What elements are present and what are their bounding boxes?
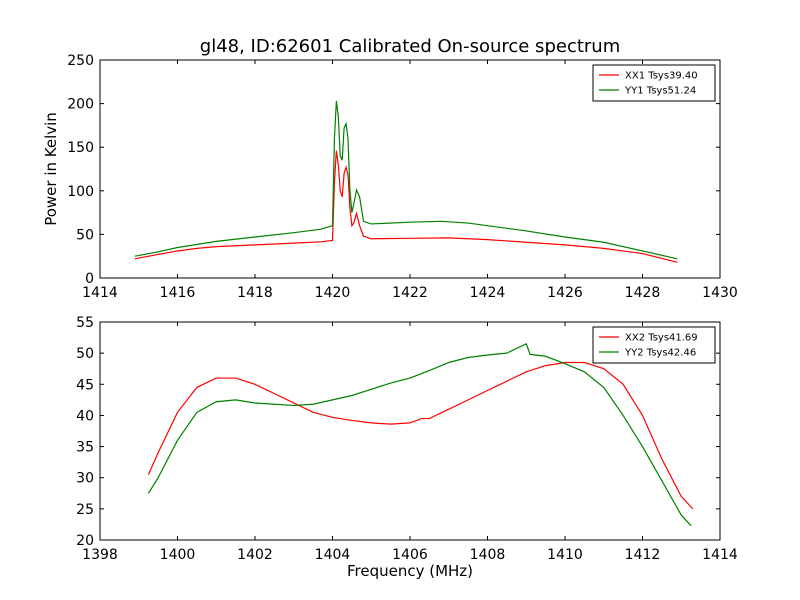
y-tick-label: 35 bbox=[76, 440, 94, 456]
x-tick-label: 1414 bbox=[702, 547, 738, 563]
x-tick-label: 1404 bbox=[315, 547, 351, 563]
x-axis-label: Frequency (MHz) bbox=[347, 562, 473, 580]
x-tick-label: 1402 bbox=[237, 547, 273, 563]
x-tick-label: 1418 bbox=[237, 285, 273, 301]
x-tick-label: 1400 bbox=[160, 547, 196, 563]
panel-1: 1414 1416 1418 1420 1422 1424 1426 1428 1430 0 50 1… bbox=[67, 53, 738, 301]
x-tick-label: 1428 bbox=[625, 285, 661, 301]
y-tick-label: 150 bbox=[67, 140, 94, 156]
x-tick-label: 1416 bbox=[160, 285, 196, 301]
x-tick-label: 1414 bbox=[82, 285, 118, 301]
x-tick-label: 1406 bbox=[392, 547, 428, 563]
legend: XX2 Tsys41.69 YY2 Tsys42.46 bbox=[592, 326, 716, 364]
legend-box bbox=[592, 326, 716, 364]
y-tick-label: 50 bbox=[76, 346, 94, 362]
x-tick-label: 1412 bbox=[625, 547, 661, 563]
legend-label: YY1 Tsys51.24 bbox=[624, 86, 696, 97]
legend-box bbox=[592, 64, 716, 102]
series-line-1-2 bbox=[134, 100, 678, 260]
y-tick-label: 25 bbox=[76, 502, 94, 518]
y-axis-label: Power in Kelvin bbox=[42, 112, 60, 226]
y-tick-label: 200 bbox=[67, 97, 94, 113]
legend-label: XX2 Tsys41.69 bbox=[625, 333, 698, 344]
series-line-2-1 bbox=[147, 361, 694, 510]
panel-2: 1398 1400 1402 1404 1406 1408 1410 1412 1414 20 25… bbox=[76, 315, 738, 563]
legend: XX1 Tsys39.40 YY1 Tsys51.24 bbox=[592, 64, 716, 102]
y-tick-label: 45 bbox=[76, 377, 94, 393]
x-tick-label: 1426 bbox=[547, 285, 583, 301]
y-tick-label: 250 bbox=[67, 53, 94, 69]
x-tick-label: 1430 bbox=[702, 285, 738, 301]
series-line-2-2 bbox=[147, 342, 692, 527]
chart-title: gl48, ID:62601 Calibrated On-source spec… bbox=[200, 36, 620, 57]
y-tick-label: 30 bbox=[76, 471, 94, 487]
y-tick-label: 100 bbox=[67, 184, 94, 200]
x-tick-label: 1408 bbox=[470, 547, 506, 563]
y-tick-label: 20 bbox=[76, 533, 94, 549]
series-line-1-1 bbox=[134, 150, 678, 263]
legend-label: XX1 Tsys39.40 bbox=[625, 71, 698, 82]
y-tick-label: 0 bbox=[85, 271, 94, 287]
x-tick-label: 1424 bbox=[470, 285, 506, 301]
y-tick-label: 50 bbox=[76, 227, 94, 243]
legend-label: YY2 Tsys42.46 bbox=[624, 348, 696, 359]
x-tick-label: 1420 bbox=[315, 285, 351, 301]
y-tick-label: 55 bbox=[76, 315, 94, 331]
y-tick-label: 40 bbox=[76, 408, 94, 424]
x-tick-label: 1398 bbox=[82, 547, 118, 563]
x-tick-label: 1410 bbox=[547, 547, 583, 563]
x-tick-label: 1422 bbox=[392, 285, 428, 301]
